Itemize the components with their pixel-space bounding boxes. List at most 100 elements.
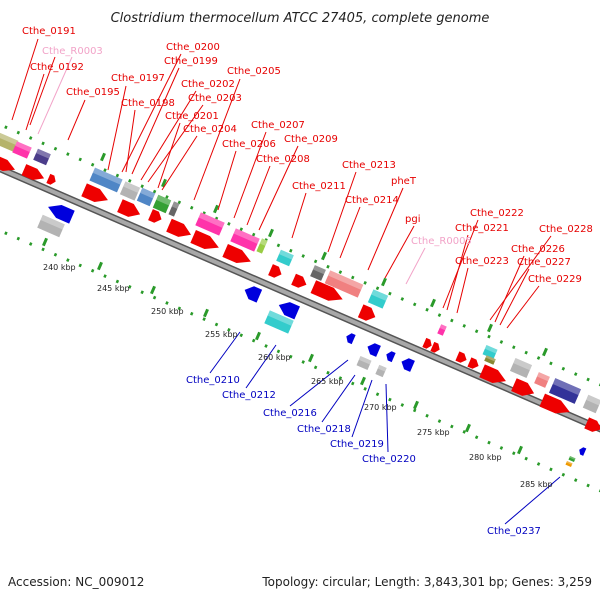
gene-box[interactable]: [37, 214, 65, 238]
major-tick: [360, 376, 366, 386]
gene-box[interactable]: [565, 460, 573, 468]
gene-box[interactable]: [256, 238, 268, 254]
gene-box[interactable]: [12, 141, 32, 159]
gene-label-cthe-0223[interactable]: Cthe_0223: [455, 256, 509, 267]
gene-label-cthe-0195[interactable]: Cthe_0195: [66, 87, 120, 98]
gene-label-cthe-0226[interactable]: Cthe_0226: [511, 244, 565, 255]
forward-gene-arrow[interactable]: [291, 273, 309, 291]
gene-label-cthe-0207[interactable]: Cthe_0207: [251, 120, 305, 131]
forward-gene-arrow[interactable]: [190, 230, 221, 254]
gene-box[interactable]: [89, 167, 123, 193]
gene-label-cthe-0208[interactable]: Cthe_0208: [256, 154, 310, 165]
gene-box[interactable]: [509, 357, 533, 379]
gene-box[interactable]: [568, 455, 576, 463]
major-tick: [150, 285, 156, 295]
gene-label-cthe-0212[interactable]: Cthe_0212: [222, 390, 276, 401]
forward-gene-arrow[interactable]: [584, 417, 600, 434]
gene-label-pgi[interactable]: pgi: [405, 214, 420, 225]
gene-label-cthe-0229[interactable]: Cthe_0229: [528, 274, 582, 285]
reverse-gene-arrow[interactable]: [242, 283, 263, 303]
gene-label-cthe-0200[interactable]: Cthe_0200: [166, 42, 220, 53]
gene-box[interactable]: [276, 249, 294, 267]
gene-box[interactable]: [437, 324, 447, 336]
gene-box[interactable]: [484, 355, 496, 365]
gene-box[interactable]: [195, 212, 225, 236]
major-tick: [97, 261, 103, 271]
gene-label-cthe-0202[interactable]: Cthe_0202: [181, 79, 235, 90]
gene-label-cthe-0203[interactable]: Cthe_0203: [188, 93, 242, 104]
gene-box[interactable]: [534, 372, 550, 388]
genome-summary-text: Topology: circular; Length: 3,843,301 bp…: [261, 575, 592, 589]
gene-label-cthe-r0005[interactable]: Cthe_R0005: [411, 236, 472, 247]
gene-label-cthe-0201[interactable]: Cthe_0201: [165, 111, 219, 122]
gene-box[interactable]: [310, 265, 326, 281]
forward-gene-arrow[interactable]: [467, 357, 480, 370]
reverse-gene-arrow[interactable]: [344, 332, 356, 345]
gene-label-phet[interactable]: pheT: [391, 176, 417, 187]
reverse-gene-arrow[interactable]: [45, 200, 75, 224]
gene-label-cthe-0220[interactable]: Cthe_0220: [362, 454, 416, 465]
gene-box[interactable]: [168, 201, 180, 217]
gene-label-cthe-r0003[interactable]: Cthe_R0003: [42, 46, 103, 57]
gene-label-cthe-0206[interactable]: Cthe_0206: [222, 139, 276, 150]
gene-box[interactable]: [324, 270, 364, 298]
gene-label-cthe-0222[interactable]: Cthe_0222: [470, 208, 524, 219]
gene-label-cthe-0197[interactable]: Cthe_0197: [111, 73, 165, 84]
forward-gene-arrow[interactable]: [430, 341, 441, 354]
gene-label-cthe-0205[interactable]: Cthe_0205: [227, 66, 281, 77]
gene-label-cthe-0209[interactable]: Cthe_0209: [284, 134, 338, 145]
reverse-gene-arrow[interactable]: [399, 356, 415, 372]
gene-box[interactable]: [356, 356, 372, 370]
forward-gene-arrow[interactable]: [222, 244, 253, 268]
gene-label-cthe-0214[interactable]: Cthe_0214: [345, 195, 399, 206]
gene-label-cthe-0227[interactable]: Cthe_0227: [517, 257, 571, 268]
forward-gene-arrow[interactable]: [310, 280, 346, 306]
gene-box[interactable]: [119, 181, 141, 201]
gene-label-cthe-0199[interactable]: Cthe_0199: [164, 56, 218, 67]
gene-box[interactable]: [33, 148, 51, 166]
forward-gene-arrow[interactable]: [166, 218, 194, 241]
leader-line: [384, 225, 415, 279]
forward-gene-arrow[interactable]: [511, 378, 537, 400]
forward-gene-arrow[interactable]: [422, 337, 433, 350]
gene-box[interactable]: [482, 345, 498, 359]
scale-label-285: 285 kbp: [520, 480, 553, 489]
gene-label-cthe-0228[interactable]: Cthe_0228: [539, 224, 593, 235]
forward-gene-arrow[interactable]: [46, 173, 57, 186]
gene-box[interactable]: [264, 310, 294, 334]
gene-label-cthe-0218[interactable]: Cthe_0218: [297, 424, 351, 435]
forward-gene-arrow[interactable]: [0, 154, 17, 176]
gene-label-cthe-0221[interactable]: Cthe_0221: [455, 223, 509, 234]
forward-gene-arrow[interactable]: [268, 264, 284, 280]
gene-label-cthe-0210[interactable]: Cthe_0210: [186, 375, 240, 386]
gene-label-cthe-0219[interactable]: Cthe_0219: [330, 439, 384, 450]
gene-box[interactable]: [367, 289, 389, 309]
forward-gene-arrow[interactable]: [148, 209, 164, 225]
forward-gene-arrow[interactable]: [357, 304, 378, 323]
reverse-gene-arrow[interactable]: [578, 446, 587, 456]
forward-gene-arrow[interactable]: [479, 364, 508, 387]
reverse-gene-arrow[interactable]: [365, 341, 381, 357]
gene-label-cthe-0213[interactable]: Cthe_0213: [342, 160, 396, 171]
gene-box[interactable]: [582, 394, 600, 414]
gene-box[interactable]: [152, 194, 172, 214]
forward-gene-arrow[interactable]: [117, 199, 143, 221]
gene-box[interactable]: [230, 228, 260, 252]
gene-label-cthe-0192[interactable]: Cthe_0192: [30, 62, 84, 73]
gene-box[interactable]: [375, 364, 387, 378]
reverse-gene-arrow[interactable]: [384, 350, 396, 363]
gene-label-cthe-0216[interactable]: Cthe_0216: [263, 408, 317, 419]
gene-label-cthe-0191[interactable]: Cthe_0191: [22, 26, 76, 37]
forward-gene-arrow[interactable]: [21, 164, 47, 184]
forward-gene-arrow[interactable]: [455, 351, 468, 364]
gene-label-cthe-0211[interactable]: Cthe_0211: [292, 181, 346, 192]
gene-label-cthe-0204[interactable]: Cthe_0204: [183, 124, 237, 135]
gene-label-cthe-0237[interactable]: Cthe_0237: [487, 526, 541, 537]
forward-gene-arrow[interactable]: [81, 183, 110, 206]
gene-box[interactable]: [136, 187, 156, 207]
gene-box[interactable]: [0, 132, 19, 152]
forward-gene-arrow[interactable]: [539, 393, 572, 419]
gene-label-cthe-0198[interactable]: Cthe_0198: [121, 98, 175, 109]
gene-box[interactable]: [548, 378, 582, 404]
reverse-gene-arrow[interactable]: [276, 299, 300, 320]
